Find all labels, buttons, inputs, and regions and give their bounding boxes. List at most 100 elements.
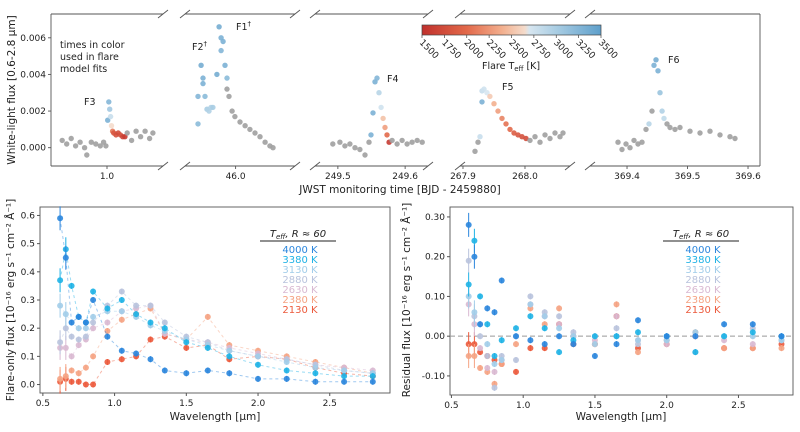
light-curve-panels: 1.0 F3 46.0 F2† F1† 249.5 249.6 F4 267.9 268.0 F5 3… xyxy=(20,9,761,182)
light-curve-point xyxy=(527,137,533,144)
light-curve-point xyxy=(72,143,79,149)
annotation-line-3: model fits xyxy=(60,64,107,75)
data-point xyxy=(226,353,233,360)
data-point xyxy=(255,361,261,368)
y-tick-label: 0.3 xyxy=(21,296,35,306)
y-tick-label: 0.00 xyxy=(425,332,445,342)
data-point xyxy=(721,321,728,328)
data-point xyxy=(62,254,69,261)
light-curve-point xyxy=(128,137,135,144)
model-line xyxy=(59,307,373,380)
y-tick-label: 0.002 xyxy=(20,107,46,117)
legend-item: 2380 K xyxy=(685,295,721,306)
data-point xyxy=(513,357,519,363)
light-curve-point xyxy=(687,128,693,134)
data-point xyxy=(341,373,348,380)
axis-break-mark xyxy=(564,161,576,171)
data-point xyxy=(255,353,261,360)
light-curve-point xyxy=(707,128,713,134)
light-curve-point xyxy=(229,108,235,114)
data-point xyxy=(749,321,756,328)
data-point xyxy=(312,378,319,385)
data-point xyxy=(75,325,82,332)
top-x-axis-label: JWST monitoring time [BJD - 2459880] xyxy=(298,184,500,196)
legend-item: 2880 K xyxy=(685,275,721,286)
data-point xyxy=(556,325,563,332)
axis-break-mark xyxy=(179,9,191,19)
light-curve-point xyxy=(472,148,478,154)
light-curve-point xyxy=(732,135,738,142)
light-curve-point xyxy=(537,139,543,145)
data-point xyxy=(90,353,97,360)
annotation-line-2: used in flare xyxy=(60,52,119,63)
light-curve-point xyxy=(631,137,637,144)
light-curve-point xyxy=(368,132,374,138)
data-point xyxy=(57,215,64,222)
light-curve-point xyxy=(220,38,226,45)
x-tick-label: 1.5 xyxy=(179,399,193,409)
series-2130-K xyxy=(57,333,376,394)
data-point xyxy=(283,375,290,382)
light-curve-point xyxy=(237,119,243,125)
data-point xyxy=(556,333,563,340)
flare-label-F5: F5 xyxy=(502,82,514,93)
light-curve-point xyxy=(672,126,678,133)
legend-title: Teff, R ≈ 60 xyxy=(673,229,729,241)
data-point xyxy=(283,367,290,374)
data-point xyxy=(82,333,89,340)
light-curve-point xyxy=(477,134,483,140)
data-point xyxy=(484,365,491,371)
data-point xyxy=(118,288,125,295)
x-tick-label: 1.0 xyxy=(516,401,531,411)
data-point xyxy=(635,337,641,344)
data-point xyxy=(556,313,563,320)
x-tick-label: 1.0 xyxy=(100,172,115,182)
y-tick-label: 0.1 xyxy=(21,352,35,362)
data-point xyxy=(90,381,97,388)
legend-item: 2880 K xyxy=(282,275,318,286)
light-curve-point xyxy=(105,117,111,123)
light-curve-point xyxy=(484,90,490,96)
light-curve-point xyxy=(59,137,65,144)
y-tick-label: 0.2 xyxy=(21,324,35,334)
data-point xyxy=(147,302,154,309)
data-point xyxy=(118,308,125,315)
colorbar: 1500 1750 2000 2250 2500 2750 3000 3250 3500 Fla… xyxy=(417,24,619,73)
data-point xyxy=(75,342,82,349)
data-point xyxy=(541,325,548,332)
data-point xyxy=(471,309,478,316)
data-point xyxy=(82,364,89,371)
data-point xyxy=(513,333,519,340)
data-point xyxy=(75,378,82,385)
data-point xyxy=(68,333,75,340)
series-2880-K xyxy=(465,248,785,391)
colorbar-tick-label: 2250 xyxy=(484,38,507,61)
light-curve-point xyxy=(627,145,633,151)
flare-label-F4: F4 xyxy=(387,74,399,85)
data-point xyxy=(527,293,534,300)
light-curve-panel-2: 46.0 F2† F1† xyxy=(179,9,301,182)
data-point xyxy=(369,373,376,380)
light-curve-point xyxy=(150,130,156,136)
colorbar-tick-label: 2750 xyxy=(529,38,552,61)
data-point xyxy=(556,349,563,356)
light-curve-point xyxy=(615,139,621,145)
light-curve-point xyxy=(224,75,230,81)
light-curve-point xyxy=(222,62,228,68)
data-point xyxy=(118,297,125,303)
light-curve-point xyxy=(664,121,670,127)
data-point xyxy=(465,353,472,359)
top-y-axis-label: White-light flux [0.6-2.8 μm] xyxy=(6,15,18,164)
light-curve-point xyxy=(560,130,566,136)
model-line xyxy=(59,218,373,383)
data-point xyxy=(104,328,111,334)
data-point xyxy=(778,345,785,352)
data-point xyxy=(183,344,190,351)
data-point xyxy=(491,353,498,359)
light-curve-point xyxy=(97,143,104,149)
light-curve-point xyxy=(202,93,208,100)
y-tick-label: 0.4 xyxy=(21,268,36,278)
x-tick-label: 2.0 xyxy=(660,401,675,411)
legend-item: 2130 K xyxy=(282,305,318,316)
data-point xyxy=(161,367,168,374)
